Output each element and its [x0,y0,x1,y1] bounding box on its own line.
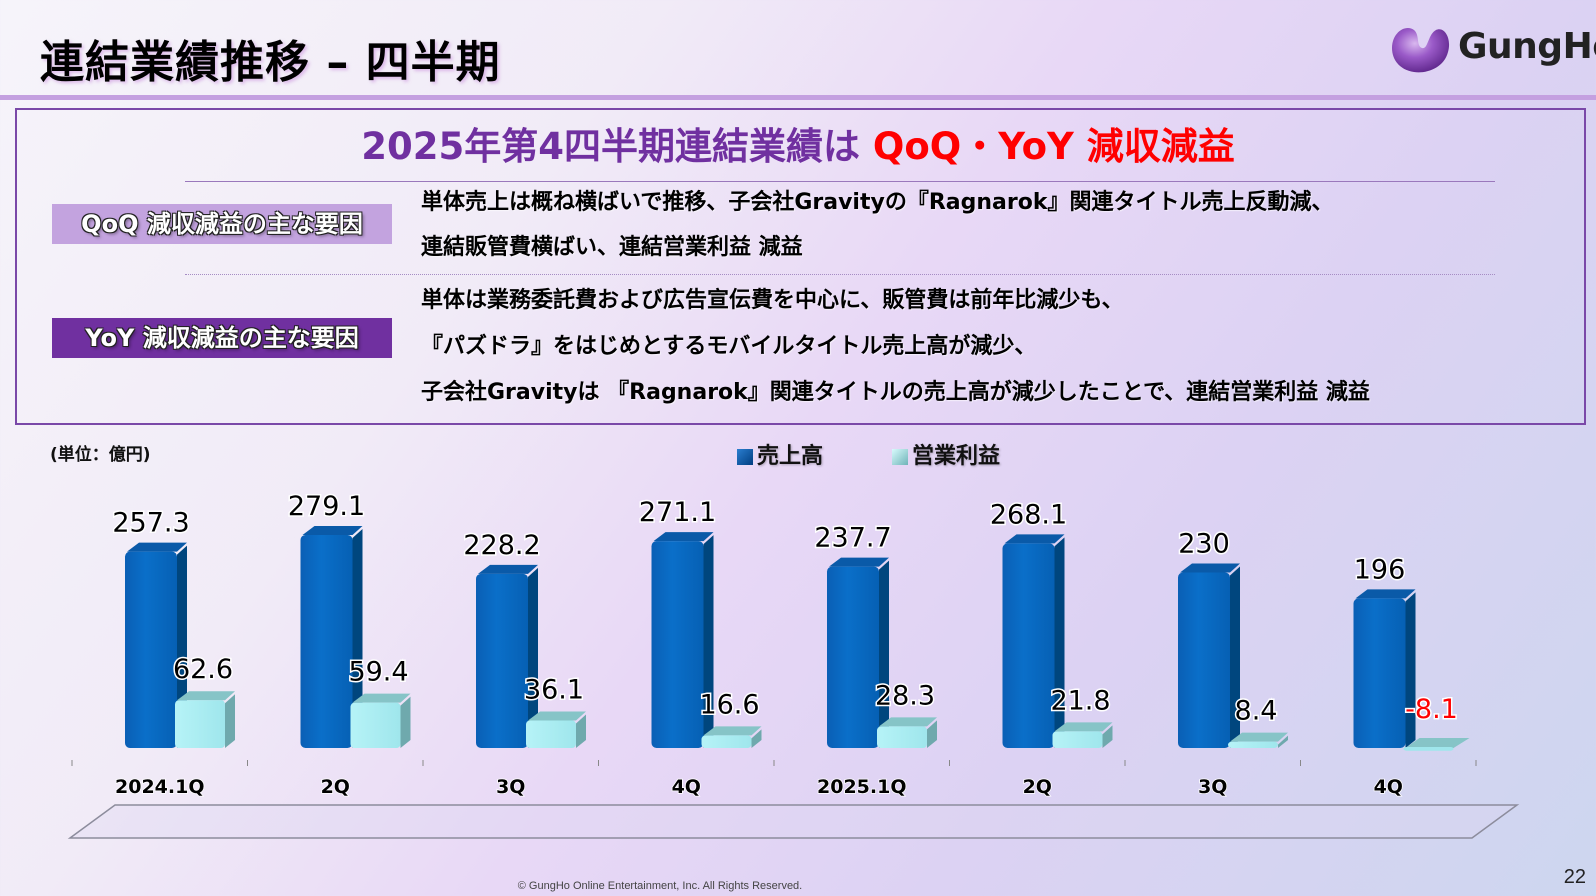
qoq-factor-line: 連結販管費横ばい、連結営業利益 減益 [421,235,803,260]
bar-chart: 257.3 62.6 279.1 59.4 228.2 36.1 271.1 16.6 237.… [67,489,1520,839]
unit-label: (単位：億円) [50,445,151,465]
data-label-operating-profit: 16.6 [699,689,759,720]
x-axis-category-label: 4Q [1374,776,1403,798]
qoq-factor-line: 単体売上は概ね横ばいで推移、子会社Gravityの『Ragnarok』関連タイト… [421,190,1334,215]
yoy-factor-line: 子会社Gravityは 『Ragnarok』関連タイトルの売上高が減少したことで… [421,380,1370,405]
data-label-sales: 237.7 [814,523,891,554]
data-label-operating-profit: 21.8 [1050,685,1110,716]
bar-sales [1178,563,1240,748]
yoy-factor-line: 『パズドラ』をはじめとするモバイルタイトル売上高が減少、 [421,334,1037,359]
yoy-factor-line: 単体は業務委託費および広告宣伝費を中心に、販管費は前年比減少も、 [421,288,1124,313]
summary-headline: 2025年第4四半期連結業績は QoQ・YoY 減収減益 [0,116,1596,170]
bar-operating-profit [1052,722,1113,748]
bar-operating-profit [350,693,411,748]
bar-sales [1002,534,1065,748]
chart-floor [67,804,1520,839]
title-divider [0,95,1596,100]
data-label-operating-profit: 8.4 [1235,696,1278,727]
summary-box [15,108,1586,425]
data-label-sales: 268.1 [990,499,1067,530]
data-label-operating-profit: 62.6 [173,654,233,685]
gungho-logo-icon [1392,28,1450,73]
data-label-operating-profit: -8.1 [1405,694,1458,725]
copyright-footer: © GungHo Online Entertainment, Inc. All … [517,880,803,892]
x-axis-category-label: 4Q [672,776,701,798]
data-label-sales: 196 [1354,554,1406,585]
data-label-sales: 257.3 [112,508,189,539]
x-axis-category-label: 2Q [321,776,350,798]
legend-item-operating-profit: 営業利益 [892,438,1000,470]
legend-swatch-profit-icon [892,448,908,465]
data-label-sales: 279.1 [288,491,365,522]
data-label-sales: 271.1 [639,497,716,528]
bar-operating-profit [1228,732,1288,748]
data-label-operating-profit: 59.4 [348,657,408,688]
page-number: 22 [1563,866,1586,888]
legend-label-operating-profit: 営業利益 [912,444,1001,469]
x-axis-category-label: 3Q [1198,776,1227,798]
x-axis-category-label: 2Q [1023,776,1052,798]
legend-label-sales: 売上高 [757,444,824,469]
x-axis-category-label: 3Q [496,776,525,798]
bar-sales [1353,589,1416,748]
factor-divider [185,274,1495,275]
bar-sales [300,525,363,748]
qoq-factor-label: QoQ 減収減益の主な要因 [52,204,392,244]
x-axis-category-label: 2024.1Q [115,776,204,798]
headline-prefix: 2025年第4四半期連結業績は [361,125,860,168]
bar-operating-profit [526,711,586,748]
data-label-operating-profit: 36.1 [524,674,584,705]
bar-sales [827,557,889,748]
bar-operating-profit [1403,738,1470,751]
headline-divider [185,181,1495,182]
bar-sales [651,532,714,748]
x-axis-category-label: 2025.1Q [817,776,906,798]
legend-item-sales: 売上高 [737,438,823,470]
data-label-operating-profit: 28.3 [875,680,935,711]
gungho-logo-text: GungHo [1458,26,1596,67]
headline-highlight: QoQ・YoY 減収減益 [872,125,1235,168]
data-label-sales: 228.2 [463,530,540,561]
bar-operating-profit [175,691,235,748]
page-title: 連結業績推移 – 四半期 [40,37,501,88]
bar-operating-profit [877,717,937,748]
data-label-sales: 230 [1178,528,1230,559]
yoy-factor-label: YoY 減収減益の主な要因 [52,318,392,358]
bar-operating-profit [701,726,762,748]
legend-swatch-sales-icon [737,448,753,465]
bar-sales [476,564,538,748]
